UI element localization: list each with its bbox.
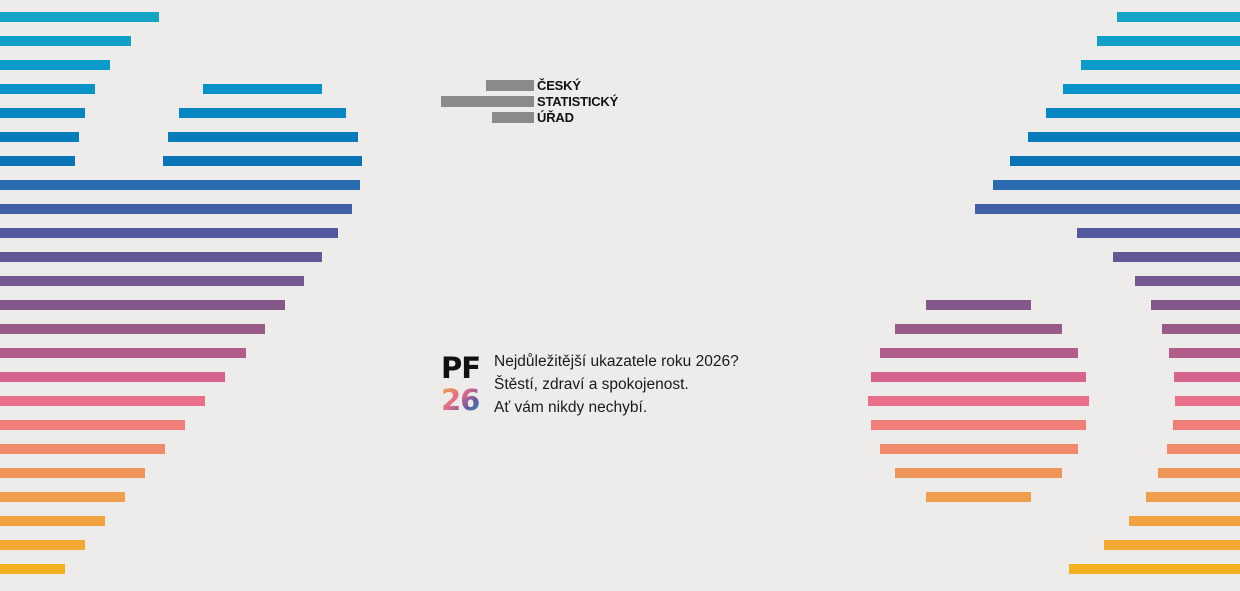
- stripe-right: [1169, 348, 1240, 358]
- stripe-right: [1069, 564, 1240, 574]
- logo-text-3: ÚŘAD: [537, 110, 574, 125]
- stripe-left: [0, 84, 95, 94]
- stripe-right: [1046, 108, 1240, 118]
- stripe-right: [1081, 60, 1240, 70]
- pf-year: 26: [441, 383, 480, 417]
- stripe-right: [1028, 132, 1240, 142]
- greeting-line-3: Ať vám nikdy nechybí.: [494, 399, 648, 416]
- stripe-right: [1135, 276, 1240, 286]
- greeting-line-2: Štěstí, zdraví a spokojenost.: [494, 376, 689, 393]
- stripe-left: [0, 156, 75, 166]
- stripe-right-circle: [895, 324, 1062, 334]
- stripe-right: [1063, 84, 1240, 94]
- stripe-right: [1174, 372, 1240, 382]
- stripe-right: [1129, 516, 1240, 526]
- czso-logo: ČESKÝ STATISTICKÝ ÚŘAD: [441, 78, 641, 128]
- stripe-left: [0, 132, 79, 142]
- stripe-right: [1117, 12, 1240, 22]
- stripe-right: [1162, 324, 1240, 334]
- logo-bar-bottom: [492, 112, 534, 123]
- stripe-right: [1097, 36, 1240, 46]
- stripe-right-circle: [880, 444, 1078, 454]
- pf-label: PF: [441, 351, 481, 385]
- stripe-left: [0, 204, 352, 214]
- stripe-right: [1173, 420, 1240, 430]
- stripe-left: [0, 36, 131, 46]
- stripe-left: [0, 276, 304, 286]
- stripe-right-circle: [895, 468, 1062, 478]
- stripe-right: [975, 204, 1240, 214]
- stripe-left: [0, 564, 65, 574]
- greeting-line-1: Nejdůležitější ukazatele roku 2026?: [494, 353, 739, 370]
- greeting-message: Nejdůležitější ukazatele roku 2026? Štěs…: [494, 350, 739, 419]
- logo-bar-top: [486, 80, 534, 91]
- stripe-right: [1077, 228, 1240, 238]
- logo-text-1: ČESKÝ: [537, 78, 581, 93]
- stripe-left: [0, 420, 185, 430]
- stripe-left-inner: [163, 156, 362, 166]
- stripe-left: [0, 180, 360, 190]
- stripe-right: [1146, 492, 1240, 502]
- stripe-right: [1151, 300, 1240, 310]
- logo-bar-middle: [441, 96, 534, 107]
- stripe-left: [0, 540, 85, 550]
- stripe-left: [0, 300, 285, 310]
- stripe-left: [0, 12, 159, 22]
- stripe-left: [0, 396, 205, 406]
- stripe-right-circle: [871, 420, 1086, 430]
- stripe-left: [0, 108, 85, 118]
- logo-text-2: STATISTICKÝ: [537, 94, 619, 109]
- pf-mark: PF 26: [441, 351, 481, 417]
- stripe-right-circle: [926, 300, 1031, 310]
- stripe-left: [0, 372, 225, 382]
- stripe-right: [1113, 252, 1240, 262]
- stripe-right-circle: [871, 372, 1086, 382]
- stripe-left: [0, 60, 110, 70]
- stripe-left: [0, 516, 105, 526]
- stripe-right: [1158, 468, 1240, 478]
- stripe-right-circle: [868, 396, 1089, 406]
- stripe-left: [0, 468, 145, 478]
- stripe-left: [0, 228, 338, 238]
- stripe-right: [1104, 540, 1240, 550]
- stripe-right-circle: [880, 348, 1078, 358]
- stripe-right: [1167, 444, 1240, 454]
- stripe-left: [0, 252, 322, 262]
- stripe-left-inner: [203, 84, 322, 94]
- stripe-right-circle: [926, 492, 1031, 502]
- stripe-right: [993, 180, 1240, 190]
- stripe-left-inner: [179, 108, 346, 118]
- stripe-left: [0, 492, 125, 502]
- stripe-left: [0, 348, 246, 358]
- stripe-right: [1175, 396, 1240, 406]
- stripe-left: [0, 444, 165, 454]
- stripe-right: [1010, 156, 1240, 166]
- stripe-left-inner: [168, 132, 358, 142]
- stripe-left: [0, 324, 265, 334]
